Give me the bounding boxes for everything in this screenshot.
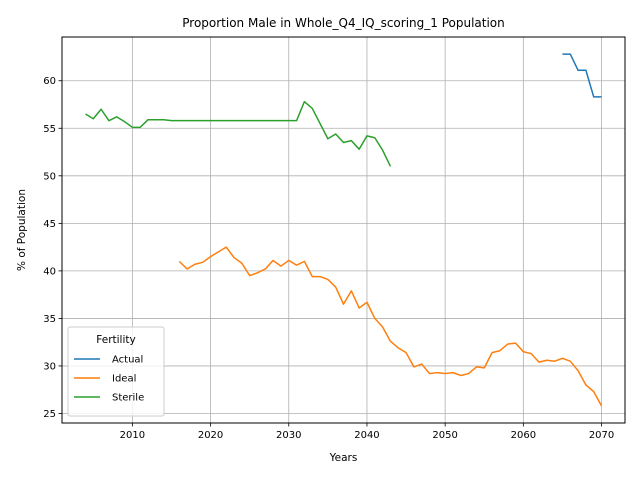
legend-box	[67, 326, 165, 417]
legend: Fertility Actual Ideal Sterile	[67, 326, 165, 417]
plot-frame	[61, 36, 626, 424]
chart-title: Proportion Male in Whole_Q4_IQ_scoring_1…	[182, 16, 505, 30]
legend-label-actual: Actual	[112, 355, 143, 366]
legend-title: Fertility	[96, 334, 135, 346]
series-lines	[85, 53, 603, 407]
x-tick-label: 2070	[589, 430, 614, 441]
x-tick-label: 2060	[511, 430, 536, 441]
y-tick-label: 45	[43, 219, 56, 230]
y-tick-label: 30	[43, 361, 56, 372]
x-tick-label: 2010	[120, 430, 145, 441]
legend-label-sterile: Sterile	[112, 393, 144, 404]
series-line-actual	[562, 53, 602, 98]
x-tick-label: 2050	[432, 430, 457, 441]
y-tick-label: 55	[43, 124, 56, 135]
x-axis-label: Years	[329, 452, 358, 464]
y-axis: 25 30 35 40 45 50 55 60	[43, 76, 62, 420]
x-tick-label: 2020	[198, 430, 223, 441]
x-axis: 2010 2020 2030 2040 2050 2060 2070	[120, 423, 614, 441]
y-tick-label: 50	[43, 171, 56, 182]
y-tick-label: 25	[43, 409, 56, 420]
series-line-sterile	[85, 100, 392, 167]
y-axis-label: % of Population	[16, 189, 28, 271]
x-tick-label: 2040	[354, 430, 379, 441]
y-tick-label: 35	[43, 314, 56, 325]
y-tick-label: 40	[43, 266, 56, 277]
series-line-ideal	[178, 246, 603, 407]
legend-label-ideal: Ideal	[112, 374, 136, 385]
y-tick-label: 60	[43, 76, 56, 87]
x-tick-label: 2030	[276, 430, 301, 441]
